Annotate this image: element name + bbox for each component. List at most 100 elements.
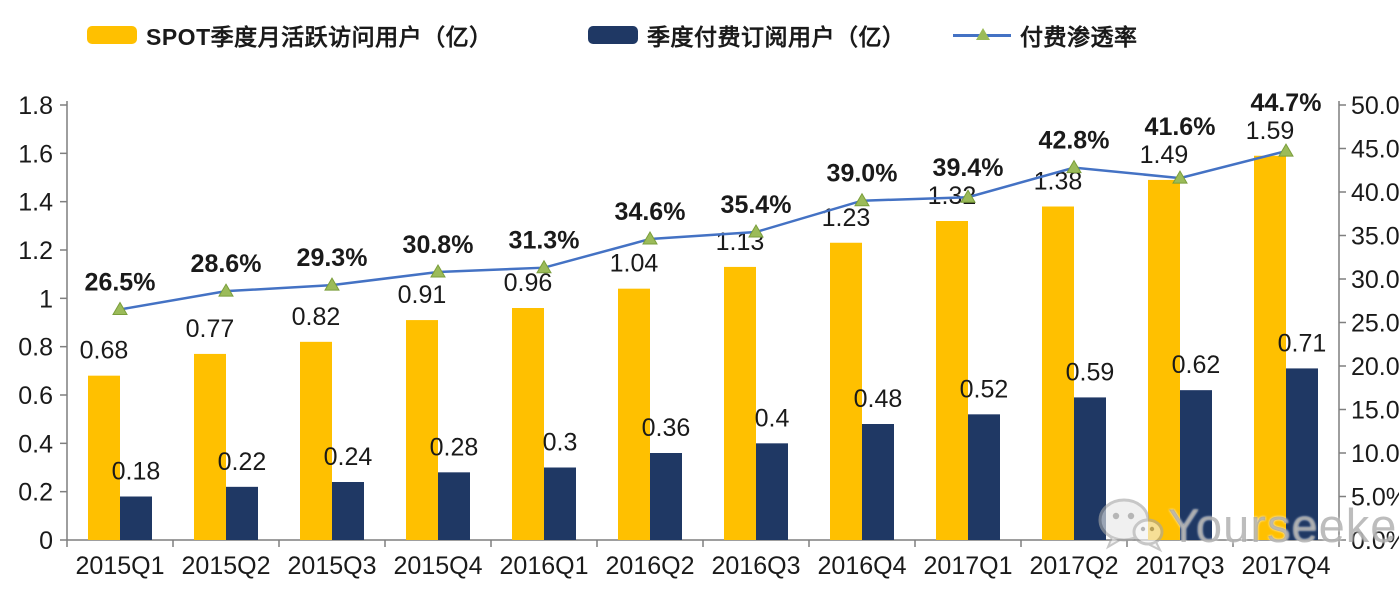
- legend-item-subscribers: 季度付费订阅用户（亿）: [588, 18, 906, 52]
- x-category-label: 2017Q3: [1136, 552, 1225, 580]
- subs-bar-2015Q3: [332, 482, 364, 540]
- penetration-marker-2017Q4: [1278, 143, 1294, 157]
- penetration-marker-2016Q3: [748, 224, 764, 238]
- x-axis-labels: 2015Q1 2015Q2 2015Q3 2015Q4 2016Q1 2016Q2 2016…: [76, 552, 1331, 580]
- legend-item-mau: SPOT季度月活跃访问用户（亿）: [87, 18, 493, 52]
- legend-label-mau: SPOT季度月活跃访问用户（亿）: [146, 24, 493, 50]
- right-tick-label: 40.0%: [1351, 179, 1399, 207]
- mau-label-2017Q4: 1.59: [1246, 117, 1295, 145]
- legend-label-penetration: 付费渗透率: [1020, 24, 1138, 50]
- left-tick-label: 0.6: [18, 382, 53, 410]
- subs-bar-2016Q3: [756, 443, 788, 540]
- axes: [60, 101, 1346, 547]
- left-tick-label: 1: [39, 285, 53, 313]
- subs-label-2015Q2: 0.22: [218, 448, 267, 476]
- right-tick-label: 35.0%: [1351, 223, 1399, 251]
- legend-label-subscribers: 季度付费订阅用户（亿）: [647, 24, 906, 50]
- subs-bar-2015Q4: [438, 472, 470, 540]
- left-tick-label: 1.8: [18, 92, 53, 120]
- subs-bar-2016Q4: [862, 424, 894, 540]
- x-category-label: 2015Q2: [182, 552, 271, 580]
- penetration-marker-2015Q2: [218, 283, 234, 297]
- right-tick-label: 5.0%: [1351, 484, 1399, 512]
- right-tick-label: 25.0%: [1351, 310, 1399, 338]
- left-tick-label: 1.2: [18, 237, 53, 265]
- penetration-line-swatch-icon: [953, 26, 1011, 44]
- right-tick-label: 50.0%: [1351, 92, 1399, 120]
- penetration-label-2016Q3: 35.4%: [721, 191, 792, 219]
- subs-label-2016Q1: 0.3: [543, 429, 578, 457]
- left-tick-label: 0.4: [18, 430, 53, 458]
- left-tick-label: 1.6: [18, 140, 53, 168]
- subs-label-2015Q3: 0.24: [324, 443, 373, 471]
- subscriber-value-labels: 0.18 0.22 0.24 0.28 0.3 0.36 0.4 0.48 0.52 0.59 0.…: [112, 329, 1327, 485]
- penetration-marker-2015Q4: [430, 264, 446, 278]
- x-category-label: 2015Q4: [394, 552, 483, 580]
- x-category-label: 2016Q1: [500, 552, 589, 580]
- penetration-label-2017Q1: 39.4%: [933, 154, 1004, 182]
- mau-bar-2016Q4: [830, 242, 862, 540]
- penetration-marker-2015Q1: [112, 301, 128, 315]
- mau-bar-swatch-icon: [87, 26, 137, 44]
- penetration-label-2016Q4: 39.0%: [827, 160, 898, 188]
- x-category-label: 2015Q3: [288, 552, 377, 580]
- mau-label-2015Q4: 0.91: [398, 281, 447, 309]
- subscriber-bars: [120, 368, 1318, 540]
- mau-label-2015Q2: 0.77: [186, 315, 235, 343]
- penetration-label-2015Q1: 26.5%: [85, 268, 156, 296]
- x-category-label: 2016Q2: [606, 552, 695, 580]
- penetration-line: [119, 149, 1287, 311]
- mau-bar-2017Q4: [1254, 155, 1286, 540]
- mau-bar-2016Q2: [618, 288, 650, 540]
- subs-bar-2016Q2: [650, 453, 682, 540]
- mau-bar-2015Q4: [406, 320, 438, 540]
- mau-label-2016Q1: 0.96: [504, 269, 553, 297]
- mau-bar-2016Q3: [724, 266, 756, 540]
- penetration-label-2015Q4: 30.8%: [403, 231, 474, 259]
- right-tick-label: 20.0%: [1351, 353, 1399, 381]
- penetration-labels: 26.5% 28.6% 29.3% 30.8% 31.3% 34.6% 35.4% 39.0%…: [85, 89, 1322, 297]
- subs-label-2017Q2: 0.59: [1066, 358, 1115, 386]
- mau-label-2015Q3: 0.82: [292, 303, 341, 331]
- mau-label-2017Q3: 1.49: [1140, 141, 1189, 169]
- penetration-label-2015Q3: 29.3%: [297, 244, 368, 272]
- subs-bar-2016Q1: [544, 467, 576, 540]
- penetration-marker-2017Q2: [1066, 159, 1082, 174]
- penetration-label-2016Q1: 31.3%: [509, 227, 580, 255]
- subs-label-2015Q1: 0.18: [112, 458, 161, 486]
- x-category-label: 2016Q3: [712, 552, 801, 580]
- left-tick-label: 0.8: [18, 334, 53, 362]
- subs-bar-2017Q4: [1286, 368, 1318, 540]
- legend: SPOT季度月活跃访问用户（亿） 季度付费订阅用户（亿） 付费渗透率: [0, 0, 1399, 60]
- mau-label-2016Q4: 1.23: [822, 204, 871, 232]
- right-tick-label: 0.0%: [1351, 527, 1399, 555]
- subs-bar-2017Q3: [1180, 390, 1212, 540]
- subs-label-2017Q1: 0.52: [960, 375, 1009, 403]
- subs-label-2017Q3: 0.62: [1172, 351, 1221, 379]
- mau-value-labels: 0.680.77 0.820.91 0.961.041.131.231.321.38…: [80, 117, 1295, 365]
- subs-bar-2017Q2: [1074, 397, 1106, 540]
- mau-bar-2015Q2: [194, 353, 226, 540]
- mau-bar-2017Q2: [1042, 206, 1074, 540]
- penetration-marker-2016Q1: [536, 259, 552, 274]
- right-tick-label: 30.0%: [1351, 266, 1399, 294]
- subs-label-2016Q3: 0.4: [755, 404, 790, 432]
- penetration-marker-2017Q1: [960, 189, 976, 203]
- mau-bar-2015Q1: [88, 375, 120, 540]
- penetration-marker-2016Q2: [642, 230, 658, 245]
- mau-bar-2017Q3: [1148, 179, 1180, 540]
- subs-bar-2017Q1: [968, 414, 1000, 540]
- x-category-label: 2016Q4: [818, 552, 907, 580]
- subs-label-2016Q2: 0.36: [642, 414, 691, 442]
- mau-bar-2015Q3: [300, 341, 332, 540]
- legend-item-penetration: 付费渗透率: [953, 18, 1138, 52]
- penetration-marker-2017Q3: [1172, 170, 1188, 184]
- mau-label-2015Q1: 0.68: [80, 337, 129, 365]
- subs-label-2015Q4: 0.28: [430, 433, 479, 461]
- x-category-label: 2017Q1: [924, 552, 1013, 580]
- penetration-marker-2015Q3: [324, 277, 340, 291]
- mau-bar-2016Q1: [512, 308, 544, 540]
- subs-label-2017Q4: 0.71: [1278, 329, 1327, 357]
- penetration-label-2017Q4: 44.7%: [1251, 89, 1322, 117]
